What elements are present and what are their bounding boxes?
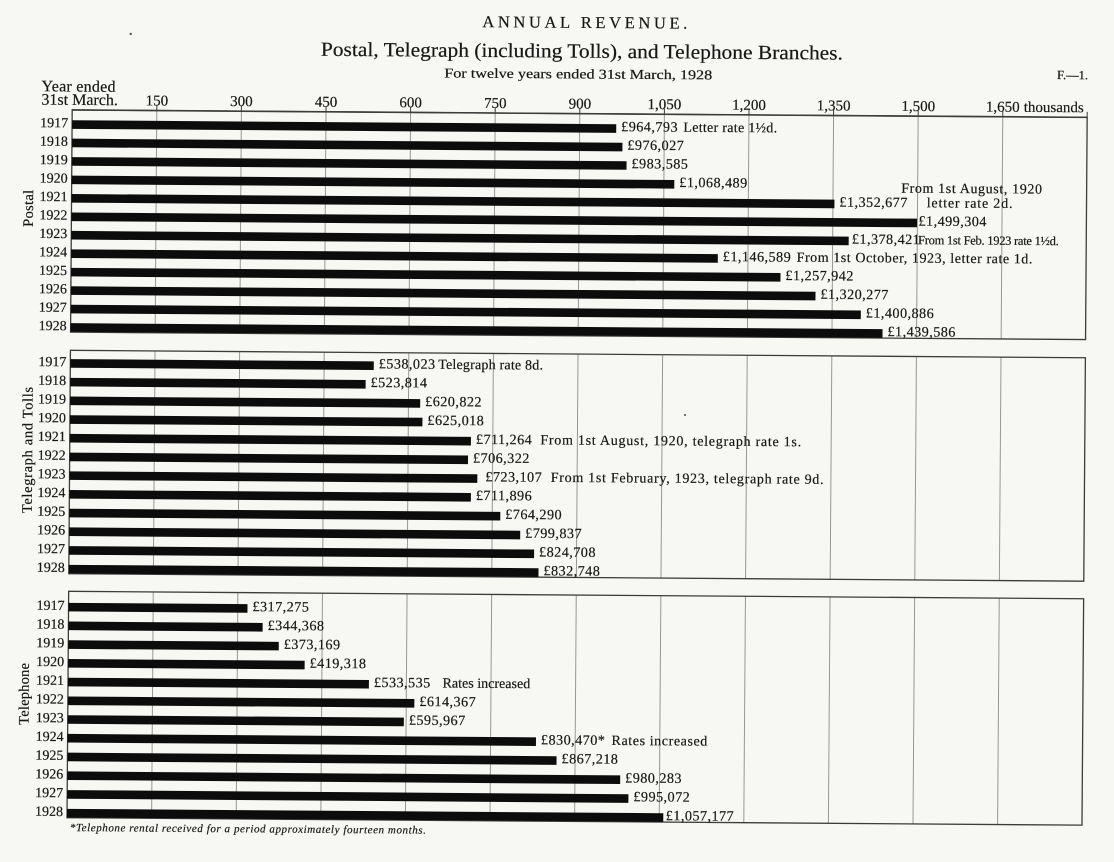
svg-text:Rates increased: Rates increased bbox=[442, 676, 530, 692]
svg-text:From 1st February, 1923, teleg: From 1st February, 1923, telegraph rate … bbox=[551, 471, 824, 488]
svg-text:£1,320,277: £1,320,277 bbox=[820, 287, 888, 304]
svg-text:1920: 1920 bbox=[36, 655, 64, 670]
svg-text:£1,257,942: £1,257,942 bbox=[785, 268, 853, 285]
svg-text:1917: 1917 bbox=[38, 355, 66, 370]
svg-text:£317,275: £317,275 bbox=[252, 599, 309, 615]
svg-text:1921: 1921 bbox=[36, 674, 64, 689]
svg-text:£625,018: £625,018 bbox=[427, 413, 484, 429]
svg-text:£620,822: £620,822 bbox=[425, 394, 482, 410]
svg-text:1918: 1918 bbox=[38, 374, 66, 389]
svg-text:£1,057,177: £1,057,177 bbox=[666, 808, 734, 825]
svg-text:1925: 1925 bbox=[39, 264, 67, 279]
svg-text:£595,967: £595,967 bbox=[409, 713, 466, 729]
svg-text:1927: 1927 bbox=[35, 786, 63, 801]
svg-text:£533,535: £533,535 bbox=[374, 675, 431, 691]
svg-text:£983,585: £983,585 bbox=[631, 156, 688, 172]
svg-text:£824,708: £824,708 bbox=[539, 545, 596, 561]
svg-text:*Telephone rental received for: *Telephone rental received for a period … bbox=[70, 822, 426, 837]
svg-text:£706,322: £706,322 bbox=[473, 451, 530, 467]
svg-text:1924: 1924 bbox=[37, 486, 65, 501]
svg-text:1919: 1919 bbox=[40, 153, 68, 168]
svg-text:1926: 1926 bbox=[39, 282, 67, 297]
svg-text:£344,368: £344,368 bbox=[268, 618, 325, 634]
svg-text:£711,896: £711,896 bbox=[476, 488, 532, 504]
svg-text:1924: 1924 bbox=[39, 245, 67, 260]
svg-text:1923: 1923 bbox=[39, 227, 67, 242]
svg-text:F.—1.: F.—1. bbox=[1057, 68, 1088, 82]
svg-text:1927: 1927 bbox=[37, 542, 65, 557]
svg-text:1918: 1918 bbox=[36, 618, 64, 633]
svg-text:£614,367: £614,367 bbox=[419, 694, 476, 710]
svg-text:Telegraph rate 8d.: Telegraph rate 8d. bbox=[438, 358, 543, 374]
svg-text:1920: 1920 bbox=[38, 411, 66, 426]
svg-text:£980,283: £980,283 bbox=[625, 770, 682, 786]
svg-text:1918: 1918 bbox=[40, 135, 68, 150]
svg-text:From 1st Feb. 1923 rate 1½d.: From 1st Feb. 1923 rate 1½d. bbox=[918, 233, 1059, 248]
svg-text:£964,793: £964,793 bbox=[621, 119, 678, 135]
svg-text:Telegraph and Tolls: Telegraph and Tolls bbox=[20, 386, 37, 513]
svg-text:1923: 1923 bbox=[37, 467, 65, 482]
svg-text:From 1st August, 1920, telegra: From 1st August, 1920, telegraph rate 1s… bbox=[540, 433, 801, 450]
svg-text:£373,169: £373,169 bbox=[284, 637, 341, 653]
svg-text:1922: 1922 bbox=[36, 692, 64, 707]
svg-text:£538,023: £538,023 bbox=[379, 356, 436, 372]
svg-text:£799,837: £799,837 bbox=[525, 526, 582, 542]
svg-text:31st March.: 31st March. bbox=[41, 92, 118, 110]
svg-text:1927: 1927 bbox=[39, 301, 67, 316]
svg-text:£1,352,677: £1,352,677 bbox=[839, 195, 907, 212]
svg-text:1919: 1919 bbox=[38, 392, 66, 407]
svg-text:1920: 1920 bbox=[40, 172, 68, 187]
svg-text:1919: 1919 bbox=[36, 636, 64, 651]
svg-text:1925: 1925 bbox=[37, 505, 65, 520]
svg-text:Rates increased: Rates increased bbox=[612, 734, 708, 750]
svg-text:1925: 1925 bbox=[35, 749, 63, 764]
svg-text:£995,072: £995,072 bbox=[633, 789, 690, 805]
svg-text:letter rate 2d.: letter rate 2d. bbox=[927, 196, 1013, 212]
svg-text:£711,264: £711,264 bbox=[476, 432, 532, 448]
svg-text:£723,107: £723,107 bbox=[485, 469, 542, 485]
svg-text:1923: 1923 bbox=[36, 711, 64, 726]
svg-text:£1,439,586: £1,439,586 bbox=[887, 324, 955, 341]
svg-text:1928: 1928 bbox=[35, 805, 63, 820]
svg-text:£1,400,886: £1,400,886 bbox=[866, 306, 934, 323]
svg-text:£832,748: £832,748 bbox=[543, 563, 600, 579]
svg-text:1917: 1917 bbox=[40, 116, 68, 131]
svg-text:1922: 1922 bbox=[38, 449, 66, 464]
svg-text:1922: 1922 bbox=[39, 208, 67, 223]
svg-text:£1,378,421: £1,378,421 bbox=[852, 232, 920, 249]
svg-text:From 1st August, 1920: From 1st August, 1920 bbox=[901, 182, 1042, 198]
svg-text:From 1st October, 1923, letter: From 1st October, 1923, letter rate 1d. bbox=[797, 251, 1033, 268]
svg-text:£867,218: £867,218 bbox=[562, 751, 619, 767]
svg-text:1926: 1926 bbox=[35, 767, 63, 782]
svg-text:Letter rate 1½d.: Letter rate 1½d. bbox=[683, 121, 777, 137]
svg-text:£764,290: £764,290 bbox=[505, 507, 562, 523]
svg-text:Telephone: Telephone bbox=[16, 663, 32, 725]
svg-text:1928: 1928 bbox=[39, 319, 67, 334]
svg-text:1924: 1924 bbox=[36, 730, 64, 745]
svg-text:£1,146,589: £1,146,589 bbox=[723, 249, 791, 266]
svg-text:1917: 1917 bbox=[37, 599, 65, 614]
svg-text:ANNUAL REVENUE.: ANNUAL REVENUE. bbox=[482, 12, 687, 33]
svg-text:1926: 1926 bbox=[37, 523, 65, 538]
svg-text:£419,318: £419,318 bbox=[310, 656, 367, 672]
svg-text:thousands: thousands bbox=[1024, 100, 1084, 116]
svg-text:1921: 1921 bbox=[38, 430, 66, 445]
svg-text:1928: 1928 bbox=[37, 561, 65, 576]
svg-text:£523,814: £523,814 bbox=[371, 375, 428, 391]
svg-text:For twelve years ended 31st Ma: For twelve years ended 31st March, 1928 bbox=[444, 65, 712, 82]
svg-text:£1,499,304: £1,499,304 bbox=[918, 214, 986, 231]
svg-text:£1,068,489: £1,068,489 bbox=[679, 175, 747, 192]
svg-text:1921: 1921 bbox=[39, 190, 67, 205]
svg-text:Postal, Telegraph (including T: Postal, Telegraph (including Tolls), and… bbox=[321, 39, 843, 65]
svg-text:£830,470*: £830,470* bbox=[541, 732, 605, 748]
svg-text:Postal: Postal bbox=[21, 190, 37, 227]
svg-text:£976,027: £976,027 bbox=[627, 138, 684, 154]
